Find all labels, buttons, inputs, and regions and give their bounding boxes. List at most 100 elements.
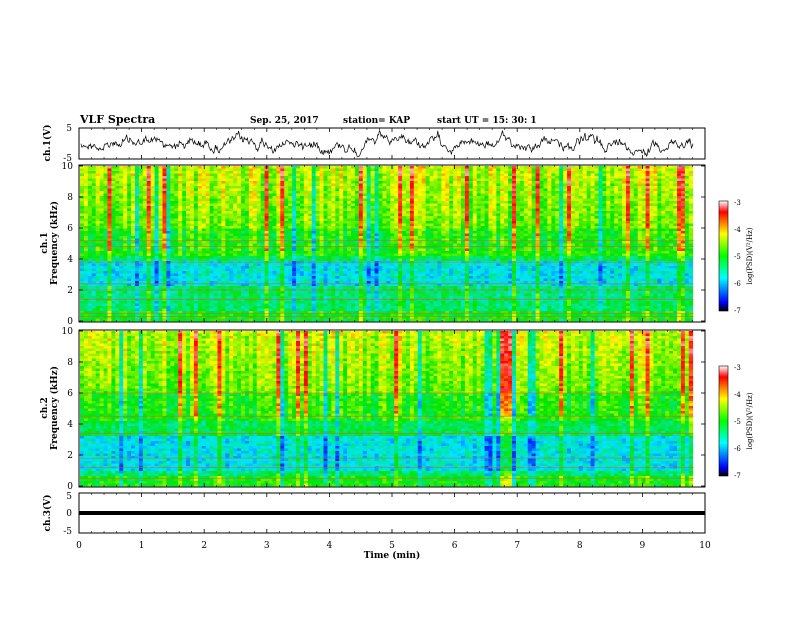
spectrogram-cell <box>91 173 97 177</box>
spectrogram-cell <box>241 171 246 174</box>
spectrogram-cell <box>594 206 599 209</box>
spectrogram-cell <box>398 241 403 244</box>
spectrogram-cell <box>394 213 399 217</box>
spectrogram-cell <box>111 241 116 244</box>
spectrogram-cell <box>95 196 100 199</box>
spectrogram-cell <box>555 201 560 204</box>
spectrogram-cell <box>189 178 195 182</box>
spectrogram-cell <box>484 236 489 239</box>
spectrogram-cell <box>484 193 489 197</box>
spectrogram-cell <box>449 173 454 177</box>
spectrogram-cell <box>280 233 285 237</box>
spectrogram-cell <box>547 206 552 209</box>
spectrogram-cell <box>248 188 254 192</box>
spectrogram-cell <box>472 203 478 207</box>
spectrogram-cell <box>311 171 317 174</box>
spectrogram-cell <box>492 211 497 214</box>
spectrogram-cell <box>421 238 426 242</box>
spectrogram-cell <box>508 243 513 247</box>
spectrogram-cell <box>95 176 100 179</box>
spectrogram-cell <box>386 236 391 239</box>
spectrogram-cell <box>614 201 619 204</box>
spectrogram-cell <box>335 198 340 202</box>
spectrogram-cell <box>111 196 116 199</box>
spectrogram-cell <box>205 183 210 187</box>
spectrogram-cell <box>87 168 93 172</box>
spectrogram-cell <box>382 188 387 192</box>
spectrogram-cell <box>488 233 493 237</box>
spectrogram-cell <box>519 213 525 217</box>
spectrogram-cell <box>193 241 199 244</box>
spectrogram-cell <box>515 191 521 194</box>
spectrogram-cell <box>189 183 195 187</box>
spectrogram-cell <box>201 186 207 189</box>
spectrogram-cell <box>311 208 317 212</box>
spectrogram-cell <box>354 201 360 204</box>
spectrogram-cell <box>123 168 128 172</box>
spectrogram-cell <box>366 183 372 187</box>
spectrogram-cell <box>319 238 324 242</box>
spectrogram-cell <box>574 196 580 199</box>
spectrogram-cell <box>182 243 187 247</box>
spectrogram-cell <box>578 241 584 244</box>
spectrogram-cell <box>649 166 654 169</box>
spectrogram-cell <box>539 233 544 237</box>
spectrogram-cell <box>276 241 281 244</box>
spectrogram-cell <box>205 228 210 232</box>
spectrogram-cell <box>484 176 489 179</box>
spectrogram-cell <box>197 211 203 214</box>
spectrogram-cell <box>299 228 305 232</box>
spectrogram-cell <box>582 201 588 204</box>
spectrogram-cell <box>625 228 631 232</box>
spectrogram-cell <box>252 191 258 194</box>
spectrogram-cell <box>425 218 430 222</box>
spectrogram-cell <box>574 228 580 232</box>
spectrogram-cell <box>508 186 513 189</box>
spectrogram-cell <box>315 171 320 174</box>
spectrogram-cell <box>390 168 395 172</box>
spectrogram-cell <box>394 196 399 199</box>
spectrogram-cell <box>394 193 399 197</box>
spectrogram-cell <box>347 231 352 234</box>
spectrogram-cell <box>178 201 183 204</box>
spectrogram-cell <box>425 231 430 234</box>
spectrogram-cell <box>166 226 171 229</box>
spectrogram-cell <box>115 228 120 232</box>
spectrogram-cell <box>292 181 297 184</box>
spectrogram-cell <box>284 211 289 214</box>
spectrogram-cell <box>547 236 552 239</box>
spectrogram-cell <box>327 193 332 197</box>
spectrogram-cell <box>158 221 163 224</box>
spectrogram-cell <box>142 178 148 182</box>
spectrogram-cell <box>555 206 560 209</box>
spectrogram-cell <box>673 211 678 214</box>
spectrogram-cell <box>256 216 262 219</box>
spectrogram-cell <box>174 221 179 224</box>
spectrogram-cell <box>233 233 238 237</box>
spectrogram-cell <box>464 241 470 244</box>
spectrogram-cell <box>508 218 513 222</box>
spectrogram-cell <box>574 178 580 182</box>
spectrogram-cell <box>166 171 171 174</box>
spectrogram-cell <box>551 193 556 197</box>
spectrogram-cell <box>633 216 639 219</box>
spectrogram-cell <box>362 228 368 232</box>
spectrogram-cell <box>657 166 662 169</box>
spectrogram-cell <box>241 196 246 199</box>
spectrogram-cell <box>680 168 686 172</box>
spectrogram-cell <box>421 201 426 204</box>
spectrogram-cell <box>464 193 470 197</box>
spectrogram-cell <box>673 218 678 222</box>
spectrogram-cell <box>433 238 438 242</box>
spectrogram-cell <box>563 201 568 204</box>
spectrogram-cell <box>641 176 646 179</box>
spectrogram-cell <box>354 223 360 227</box>
spectrogram-cell <box>629 176 635 179</box>
spectrogram-cell <box>299 223 305 227</box>
spectrogram-cell <box>296 186 301 189</box>
spectrogram-cell <box>618 193 623 197</box>
spectrogram-cell <box>193 196 199 199</box>
spectrogram-cell <box>555 178 560 182</box>
spectrogram-cell <box>433 226 438 229</box>
spectrogram-cell <box>362 171 368 174</box>
